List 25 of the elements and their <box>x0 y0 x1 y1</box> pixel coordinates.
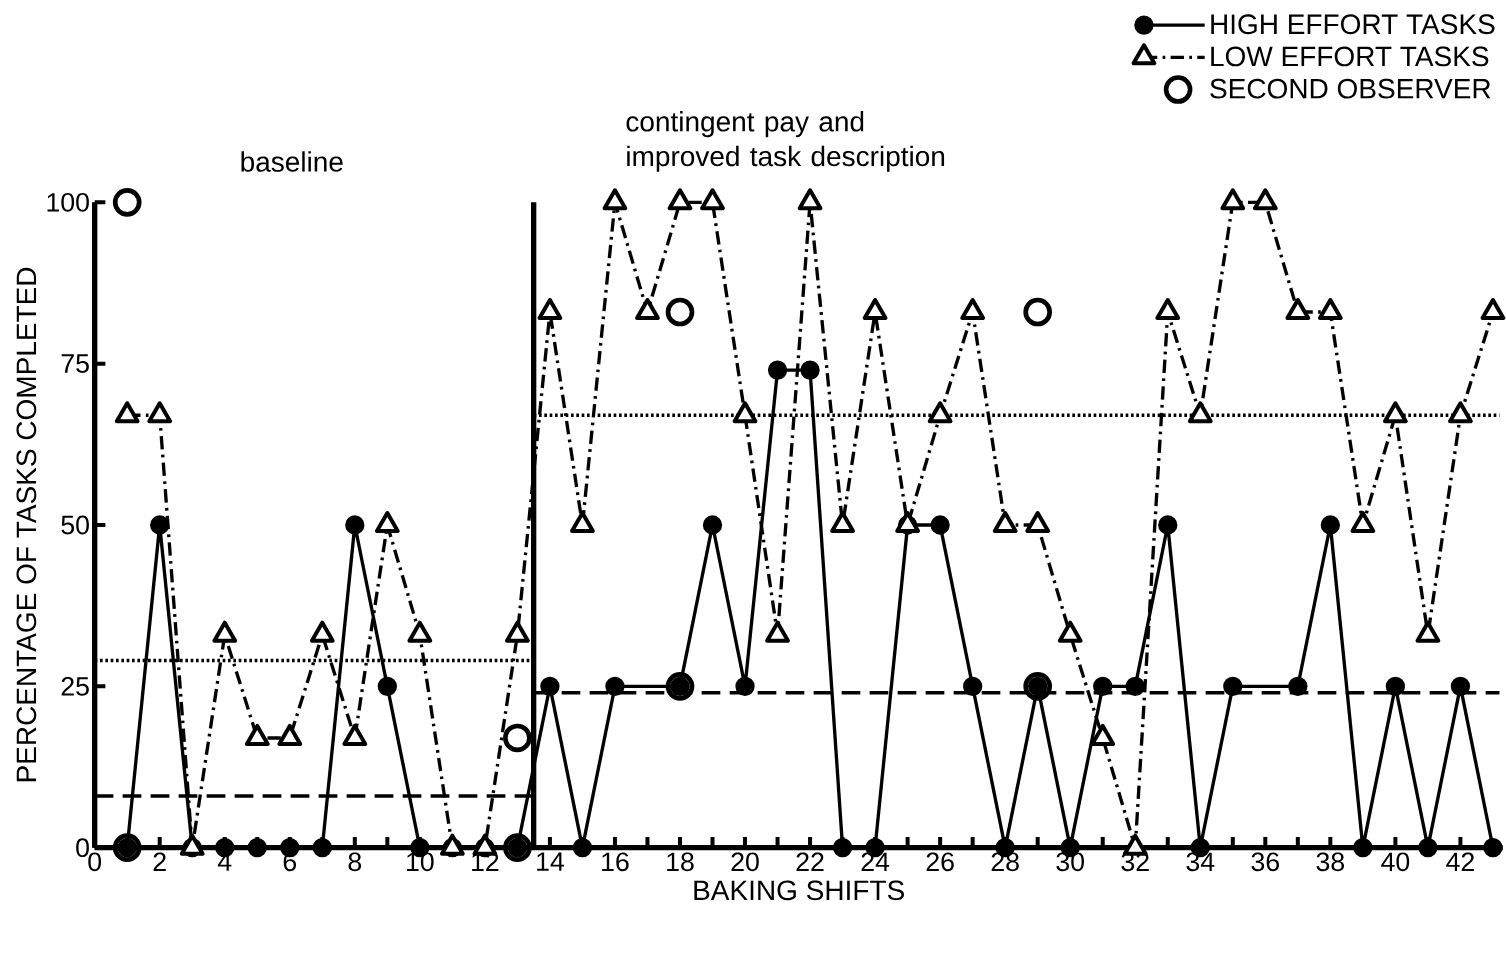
y-axis-title: PERCENTAGE OF TASKS COMPLETED <box>16 267 37 782</box>
x-tick-label: 38 <box>1316 852 1345 872</box>
x-tick-label: 42 <box>1446 852 1474 871</box>
x-tick-label: 14 <box>537 852 564 871</box>
x-tick-label: 40 <box>1381 852 1410 872</box>
x-axis-title: BAKING SHIFTS <box>694 880 904 901</box>
x-tick-label: 26 <box>926 852 954 872</box>
y-tick-label: 0 <box>76 838 89 858</box>
text: baseline <box>241 151 343 172</box>
legend-label: HIGH EFFORT TASKS <box>1211 14 1495 35</box>
y-tick-label: 50 <box>61 515 89 535</box>
y-tick-label: 100 <box>47 192 89 212</box>
legend-label: SECOND OBSERVER <box>1210 78 1491 99</box>
x-tick-label: 0 <box>88 852 102 872</box>
x-tick-label: 36 <box>1251 852 1279 872</box>
x-tick-label: 22 <box>796 852 824 871</box>
x-tick-label: 20 <box>731 852 759 872</box>
legend-label: LOW EFFORT TASKS <box>1211 46 1489 67</box>
text: contingent pay and improved task description <box>626 111 945 172</box>
y-tick-label: 75 <box>61 354 89 373</box>
y-tick-label: 25 <box>61 676 89 696</box>
x-tick-label: 2 <box>153 852 166 871</box>
x-tick-label: 18 <box>667 852 694 872</box>
x-tick-label: 8 <box>348 852 362 872</box>
x-tick-label: 16 <box>602 852 629 872</box>
